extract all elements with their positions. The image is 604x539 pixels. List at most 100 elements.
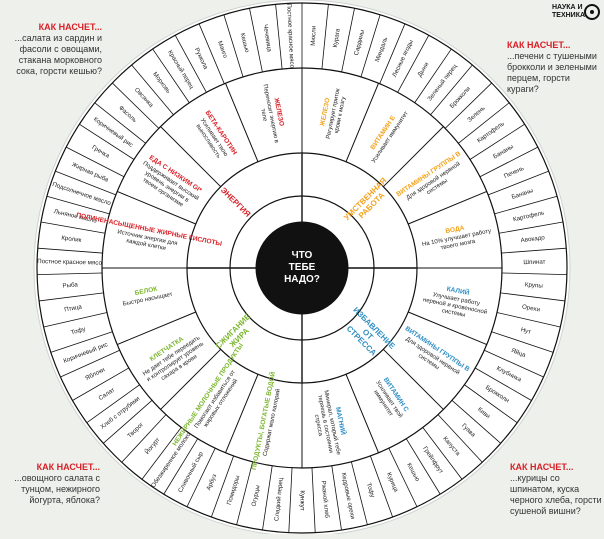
food-divider: [360, 14, 381, 78]
food-divider: [66, 146, 125, 178]
food-divider: [43, 312, 108, 328]
suggestion-bottom-left: КАК НАСЧЕТ... ...овощного салата с тунцо…: [4, 462, 100, 506]
food-divider: [311, 467, 316, 533]
food-divider: [496, 312, 561, 328]
food-divider: [141, 427, 182, 480]
food-label: Птица: [64, 303, 83, 313]
food-divider: [331, 465, 342, 531]
food-divider: [112, 82, 160, 129]
food-divider: [152, 48, 190, 103]
food-divider: [236, 461, 254, 525]
nutrient-divider: [408, 311, 487, 345]
nutrient-text: теле: [259, 108, 267, 122]
food-divider: [501, 272, 567, 276]
center-text: ЧТО: [292, 250, 313, 261]
food-divider: [39, 292, 104, 302]
suggestion-top-left: КАК НАСЧЕТ... ...салата из сардин и фасо…: [6, 22, 102, 77]
nutrient-divider: [382, 348, 444, 410]
food-divider: [370, 455, 394, 518]
food-label: Авокадо: [520, 234, 545, 244]
food-divider: [484, 349, 544, 378]
food-divider: [422, 427, 463, 480]
food-label: Ржаной хлеб: [320, 480, 331, 518]
nutrient-divider: [382, 126, 444, 188]
food-divider: [94, 102, 146, 144]
food-divider: [350, 461, 368, 525]
food-divider: [341, 8, 355, 73]
brand-logo: НАУКА И ТЕХНИКА: [552, 4, 600, 30]
suggestion-heading: КАК НАСЧЕТ...: [38, 22, 102, 32]
food-divider: [86, 384, 140, 424]
suggestion-text: ...овощного салата с тунцом, нежирного й…: [14, 473, 100, 505]
center-text: ТЕБЕ: [289, 262, 316, 273]
suggestion-top-right: КАК НАСЧЕТ... ...печени с тушеными брокк…: [507, 40, 603, 95]
food-divider: [174, 35, 207, 93]
food-divider: [37, 272, 103, 276]
nutrient-divider: [345, 83, 379, 162]
nutrient-divider: [345, 374, 379, 453]
food-divider: [479, 146, 538, 178]
nutrient-text: системы: [441, 308, 466, 319]
suggestion-heading: КАК НАСЧЕТ...: [507, 40, 571, 50]
food-divider: [379, 23, 406, 84]
food-label: Мюсли: [310, 25, 318, 46]
suggestion-text: ...печени с тушеными брокколи и зелеными…: [507, 51, 597, 94]
food-divider: [131, 64, 174, 116]
food-label: Шпинат: [523, 259, 545, 267]
food-divider: [475, 367, 532, 401]
food-divider: [249, 8, 263, 73]
food-label: Нут: [520, 326, 532, 336]
food-divider: [79, 123, 135, 160]
logo-mark-icon: [584, 4, 600, 20]
food-divider: [275, 4, 283, 70]
food-divider: [163, 438, 199, 495]
food-divider: [186, 448, 216, 507]
food-label: Рыба: [62, 281, 78, 289]
food-divider: [451, 400, 501, 444]
food-divider: [262, 465, 273, 531]
suggestion-bottom-right: КАК НАСЧЕТ... ...курицы со шпинатом, кус…: [510, 462, 604, 517]
food-divider: [469, 123, 525, 160]
food-divider: [464, 384, 518, 424]
food-divider: [103, 400, 153, 444]
food-divider: [46, 195, 110, 215]
nutrient-divider: [225, 374, 259, 453]
food-label: Постное красное мясо: [37, 258, 102, 267]
food-divider: [405, 438, 441, 495]
food-divider: [50, 331, 113, 353]
food-divider: [498, 221, 564, 234]
suggestion-text: ...салата из сардин и фасоли с овощами, …: [14, 33, 102, 76]
food-divider: [430, 64, 473, 116]
food-divider: [437, 414, 483, 463]
food-label: Кешью: [239, 32, 251, 53]
food-divider: [488, 170, 549, 196]
suggestion-text: ...курицы со шпинатом, куска черного хле…: [510, 473, 602, 516]
logo-line-2: ТЕХНИКА: [552, 12, 586, 19]
suggestion-heading: КАК НАСЧЕТ...: [510, 462, 574, 472]
food-divider: [494, 195, 558, 215]
nutrient-title: ВОДА: [445, 225, 465, 236]
food-label: Кролик: [61, 235, 82, 244]
food-label: Курага: [332, 28, 342, 48]
food-divider: [40, 221, 106, 234]
food-divider: [388, 448, 418, 507]
food-label: Орехи: [521, 303, 541, 313]
food-divider: [321, 4, 329, 70]
nutrient-divider: [117, 191, 196, 225]
food-divider: [501, 247, 567, 254]
food-divider: [223, 14, 244, 78]
food-divider: [397, 35, 430, 93]
food-divider: [288, 467, 293, 533]
nutrient-divider: [160, 126, 222, 188]
nutrient-title: БЕЛОК: [134, 286, 159, 298]
food-divider: [60, 349, 120, 378]
food-label: Постное красное мясо: [285, 3, 295, 69]
food-divider: [198, 23, 225, 84]
food-label: Огурцы: [251, 484, 262, 507]
food-label: Тофу: [365, 482, 376, 499]
food-divider: [55, 170, 116, 196]
nutrient-text: стресса: [313, 414, 323, 437]
food-divider: [500, 292, 565, 302]
